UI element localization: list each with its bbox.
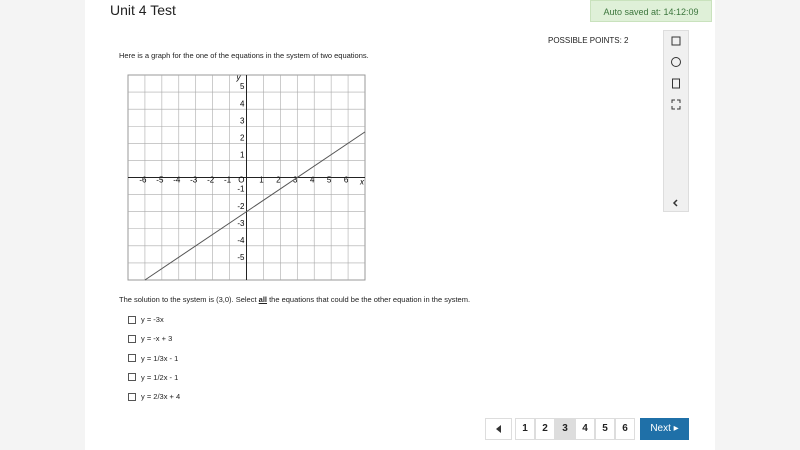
checkbox[interactable] <box>128 334 136 343</box>
x-tick-label: 1 <box>259 176 264 185</box>
option[interactable]: y = 1/2x - 1 <box>128 373 178 382</box>
page-button[interactable]: 1 <box>515 418 535 440</box>
option-label: y = 1/3x - 1 <box>141 353 179 363</box>
text: the equations that could be the other eq… <box>267 295 471 304</box>
title: Unit 4 Test <box>110 2 176 18</box>
option[interactable]: y = -3x <box>128 315 164 324</box>
x-tick-label: 5 <box>327 176 332 185</box>
x-tick-label: -5 <box>156 176 164 185</box>
text: The solution to the system is (3,0). Sel… <box>119 295 259 304</box>
solution-text: The solution to the system is (3,0). Sel… <box>119 295 470 304</box>
option[interactable]: y = 2/3x + 4 <box>128 392 180 401</box>
autosave: Auto saved at: 14:12:09 <box>590 0 712 22</box>
checkbox[interactable] <box>128 373 136 382</box>
y-tick-label: 1 <box>240 151 245 160</box>
checkbox[interactable] <box>128 392 136 401</box>
y-tick-label: 2 <box>240 133 245 142</box>
x-axis-label: x <box>359 178 365 187</box>
page-button[interactable]: 2 <box>535 418 555 440</box>
origin-label: O <box>238 176 244 185</box>
checkbox[interactable] <box>128 315 136 324</box>
equation-line <box>144 131 366 281</box>
y-tick-label: -4 <box>237 236 245 245</box>
checkbox[interactable] <box>128 354 136 363</box>
icon-accessibility[interactable] <box>671 57 681 67</box>
page-button[interactable]: 3 <box>555 418 575 440</box>
points: POSSIBLE POINTS: 2 <box>548 36 629 45</box>
y-tick-label: 5 <box>240 82 245 91</box>
icon-calculator[interactable] <box>672 78 680 89</box>
x-tick-label: 6 <box>344 176 349 185</box>
x-tick-label: 2 <box>276 176 281 185</box>
next-label: Next <box>650 423 671 434</box>
x-tick-label: 4 <box>310 176 315 185</box>
y-tick-label: -5 <box>237 253 245 262</box>
bold-text: all <box>258 295 267 304</box>
option[interactable]: y = -x + 3 <box>128 334 172 343</box>
prompt: Here is a graph for the one of the equat… <box>119 51 369 60</box>
x-tick-label: -4 <box>173 176 181 185</box>
option-label: y = 2/3x + 4 <box>141 392 181 402</box>
icon-collapse[interactable] <box>672 199 678 207</box>
graph: -6 -5 -4 -3 -2 -1 1 2 3 4 5 6 -5 -4 -3 -2 -1 1 2 3 4 5 x y O <box>127 73 366 281</box>
x-tick-label: -2 <box>207 176 215 185</box>
y-axis-label: y <box>236 73 242 82</box>
x-tick-label: 3 <box>293 176 298 185</box>
option-label: y = 1/2x - 1 <box>141 372 179 382</box>
y-tick-label: 4 <box>240 99 245 108</box>
x-tick-label: -3 <box>190 176 198 185</box>
toolbar-icons <box>671 36 681 207</box>
icon-fullscreen[interactable] <box>671 99 681 110</box>
page-button[interactable]: 5 <box>595 418 615 440</box>
option-label: y = -x + 3 <box>141 334 173 344</box>
y-tick-label: -2 <box>237 202 245 211</box>
x-tick-label: -1 <box>224 176 232 185</box>
next-button[interactable]: Next ▸ <box>640 418 689 440</box>
toolbar <box>663 30 689 212</box>
main-panel: Unit 4 Test Auto saved at: 14:12:09 POSS… <box>85 0 715 450</box>
y-tick-label: 3 <box>240 116 245 125</box>
page-button[interactable]: 4 <box>575 418 595 440</box>
option[interactable]: y = 1/3x - 1 <box>128 354 178 363</box>
prev-button[interactable] <box>485 418 512 440</box>
y-tick-label: -1 <box>237 185 245 194</box>
page-button[interactable]: 6 <box>615 418 635 440</box>
x-tick-label: -6 <box>139 176 147 185</box>
option-label: y = -3x <box>141 315 164 324</box>
icon-notes[interactable] <box>671 36 681 46</box>
y-tick-label: -3 <box>237 219 245 228</box>
